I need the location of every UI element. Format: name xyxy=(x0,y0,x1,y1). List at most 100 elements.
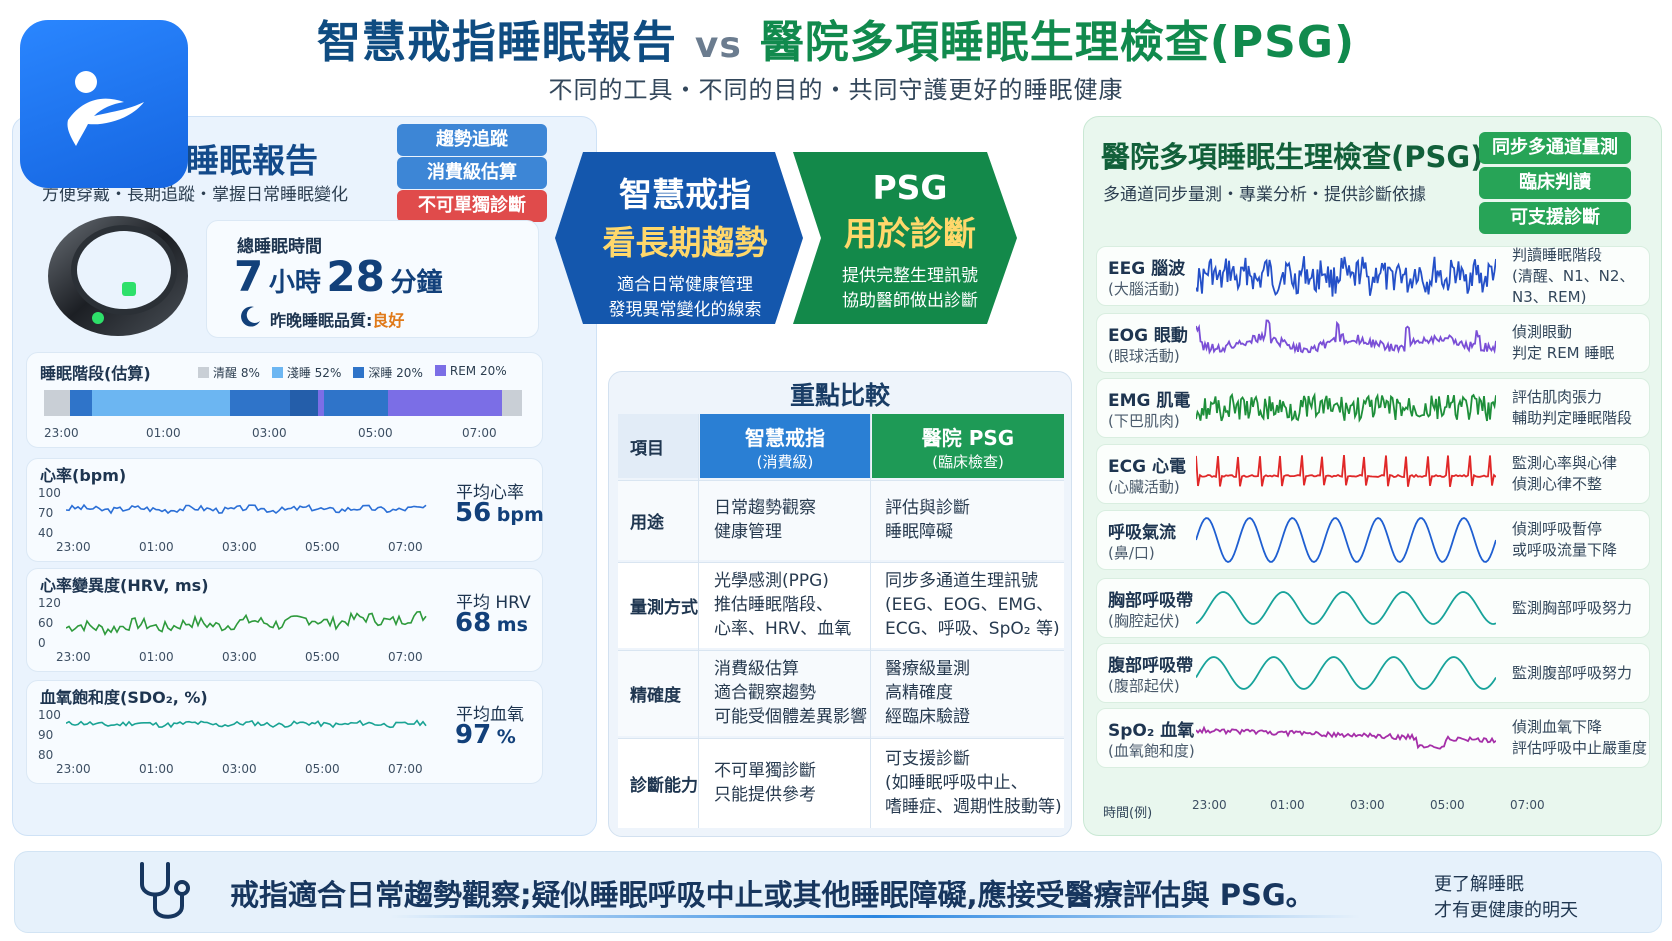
ring-arrow-desc-1: 適合日常健康管理 xyxy=(617,275,753,295)
psg-time-label: 時間(例) xyxy=(1103,806,1153,821)
ring-arrow-desc-2: 發現異常變化的線索 xyxy=(608,300,762,320)
compare-row xyxy=(618,738,1064,828)
legend-light: 淺睡 52% xyxy=(271,364,341,381)
bottom-message: 戒指適合日常趨勢觀察;疑似睡眠呼吸中止或其他睡眠障礙,應接受醫療評估與 PSG。 xyxy=(230,878,1315,912)
signal-desc: 偵測呼吸暫停 或呼吸流量下降 xyxy=(1512,520,1618,559)
col-ring-header: 智慧戒指 (消費級) xyxy=(700,414,870,478)
sleep-minutes-unit: 分鐘 xyxy=(390,268,443,298)
legend-deep: 深睡 20% xyxy=(353,364,423,381)
signal-sub: (眼球活動) xyxy=(1108,347,1180,365)
signal-desc: 監測腹部呼吸努力 xyxy=(1512,663,1633,682)
title-right: 醫院多項睡眠生理檢查(PSG) xyxy=(759,17,1356,68)
tag-supports-diagnosis: 可支援診斷 xyxy=(1479,202,1631,234)
sleep-quality-value: 良好 xyxy=(372,311,405,330)
compare-col-divider xyxy=(698,414,699,828)
compare-ring-cell: 光學感測(PPG) 推估睡眠階段、 心率、HRV、血氧 xyxy=(714,571,852,639)
total-sleep-value: 7 小時 28 分鐘 xyxy=(234,252,442,301)
hrv-line xyxy=(66,610,427,636)
psg-time-3: 05:00 xyxy=(1430,798,1465,812)
signal-waveform xyxy=(1196,656,1496,690)
sleep-stage-legend: 清醒 8% 淺睡 52% 深睡 20% REM 20% xyxy=(198,364,507,381)
compare-ring-cell: 消費級估算 適合觀察趨勢 可能受個體差異影響 xyxy=(714,659,867,727)
compare-row xyxy=(618,480,1064,560)
spo2-avg: 97 % xyxy=(455,720,516,750)
legend-awake: 清醒 8% xyxy=(198,364,260,381)
hrv-ytick-1: 60 xyxy=(38,616,54,630)
psg-arrow-text: PSG 用於診斷 提供完整生理訊號 協助醫師做出診斷 xyxy=(800,168,1020,311)
stethoscope-icon xyxy=(140,862,190,919)
app-icon xyxy=(20,20,188,188)
signal-desc: 評估肌肉張力 輔助判定睡眠階段 xyxy=(1512,388,1633,427)
spo2-ytick-1: 90 xyxy=(38,728,54,742)
heart_rate-avg-label: 平均心率 xyxy=(456,483,524,503)
heart_rate-xtick-3: 05:00 xyxy=(305,540,340,554)
heart_rate-xtick-1: 01:00 xyxy=(139,540,174,554)
psg-time-1: 01:00 xyxy=(1270,798,1305,812)
psg-arrow-shape xyxy=(793,152,1017,324)
signal-name: EOG 眼動 xyxy=(1108,326,1188,346)
page-title: 智慧戒指睡眠報告 vs 醫院多項睡眠生理檢查(PSG) xyxy=(0,6,1672,70)
psg-arrow-desc-2: 協助醫師做出診斷 xyxy=(842,291,978,311)
sleep-stage-bar xyxy=(44,390,522,416)
compare-col-divider xyxy=(870,414,871,828)
signal-name: 腹部呼吸帶 xyxy=(1108,656,1193,676)
heart_rate-chart xyxy=(66,503,427,515)
ring-report-title: 睡眠報告 xyxy=(186,141,318,180)
signal-name: ECG 心電 xyxy=(1108,457,1186,477)
signal-row xyxy=(1096,246,1650,306)
bottom-side-text: 更了解睡眠 才有更健康的明天 xyxy=(1434,872,1578,924)
ring-arrow-text: 智慧戒指 看長期趨勢 適合日常健康管理 發現異常變化的線索 xyxy=(575,168,795,320)
signal-row xyxy=(1096,578,1650,638)
stage-time-4: 07:00 xyxy=(462,426,497,440)
title-vs: vs xyxy=(694,25,742,66)
hrv-label: 心率變異度(HRV, ms) xyxy=(40,576,209,595)
signal-sub: (心臟活動) xyxy=(1108,478,1180,496)
signal-waveform xyxy=(1196,517,1496,563)
heart_rate-avg: 56 bpm xyxy=(455,498,544,528)
psg-arrow-desc-1: 提供完整生理訊號 xyxy=(842,266,978,286)
signal-waveform xyxy=(1196,391,1496,423)
spo2-xtick-1: 01:00 xyxy=(139,762,174,776)
spo2-xtick-0: 23:00 xyxy=(56,762,91,776)
compare-psg-cell: 可支援診斷 (如睡眠呼吸中止、 嗜睡症、週期性肢動等) xyxy=(885,749,1062,817)
ring-arrow-headline: 看長期趨勢 xyxy=(602,223,768,262)
spo2-xtick-4: 07:00 xyxy=(388,762,423,776)
hrv-avg-label: 平均 HRV xyxy=(456,593,531,613)
signal-sub: (胸腔起伏) xyxy=(1108,612,1180,630)
compare-ring-cell: 日常趨勢觀察 健康管理 xyxy=(714,498,816,542)
total-sleep-label: 總睡眠時間 xyxy=(237,237,322,257)
heart_rate-xtick-4: 07:00 xyxy=(388,540,423,554)
compare-row-label: 用途 xyxy=(630,513,664,533)
tag-clinical: 臨床判讀 xyxy=(1479,167,1631,199)
psg-time-0: 23:00 xyxy=(1192,798,1227,812)
psg-title: 醫院多項睡眠生理檢查(PSG) xyxy=(1101,140,1484,174)
compare-row-label: 診斷能力 xyxy=(630,776,698,796)
moon-icon xyxy=(241,306,260,327)
spo2-line xyxy=(66,719,427,729)
signal-sub: (下巴肌肉) xyxy=(1108,412,1180,430)
center-arrows xyxy=(555,152,1017,324)
signal-name: 胸部呼吸帶 xyxy=(1108,591,1193,611)
stage-time-2: 03:00 xyxy=(252,426,287,440)
signal-name: EEG 腦波 xyxy=(1108,259,1186,279)
hrv-xtick-3: 05:00 xyxy=(305,650,340,664)
hrv-ytick-2: 0 xyxy=(38,636,46,650)
sleep-quality-label: 昨晚睡眠品質: xyxy=(270,311,373,330)
sleep-quality: 昨晚睡眠品質:良好 xyxy=(270,307,404,331)
spo2-xtick-2: 03:00 xyxy=(222,762,257,776)
hrv-xtick-4: 07:00 xyxy=(388,650,423,664)
title-left: 智慧戒指睡眠報告 xyxy=(316,17,677,68)
tag-multichannel: 同步多通道量測 xyxy=(1479,132,1631,164)
bottom-side-line-2: 才有更健康的明天 xyxy=(1434,900,1578,921)
signal-sub: (大腦活動) xyxy=(1108,280,1180,298)
tag-trend: 趨勢追蹤 xyxy=(397,124,547,156)
sleep-hours-unit: 小時 xyxy=(268,268,321,298)
tag-consumer: 消費級估算 xyxy=(397,157,547,189)
psg-subtitle: 多通道同步量測・專業分析・提供診斷依據 xyxy=(1103,185,1426,205)
hrv-ytick-0: 120 xyxy=(38,596,61,610)
heart_rate-ytick-2: 40 xyxy=(38,526,54,540)
legend-rem: REM 20% xyxy=(434,364,507,381)
compare-row xyxy=(618,650,1064,736)
spo2-card xyxy=(26,680,543,784)
stage-time-1: 01:00 xyxy=(146,426,181,440)
